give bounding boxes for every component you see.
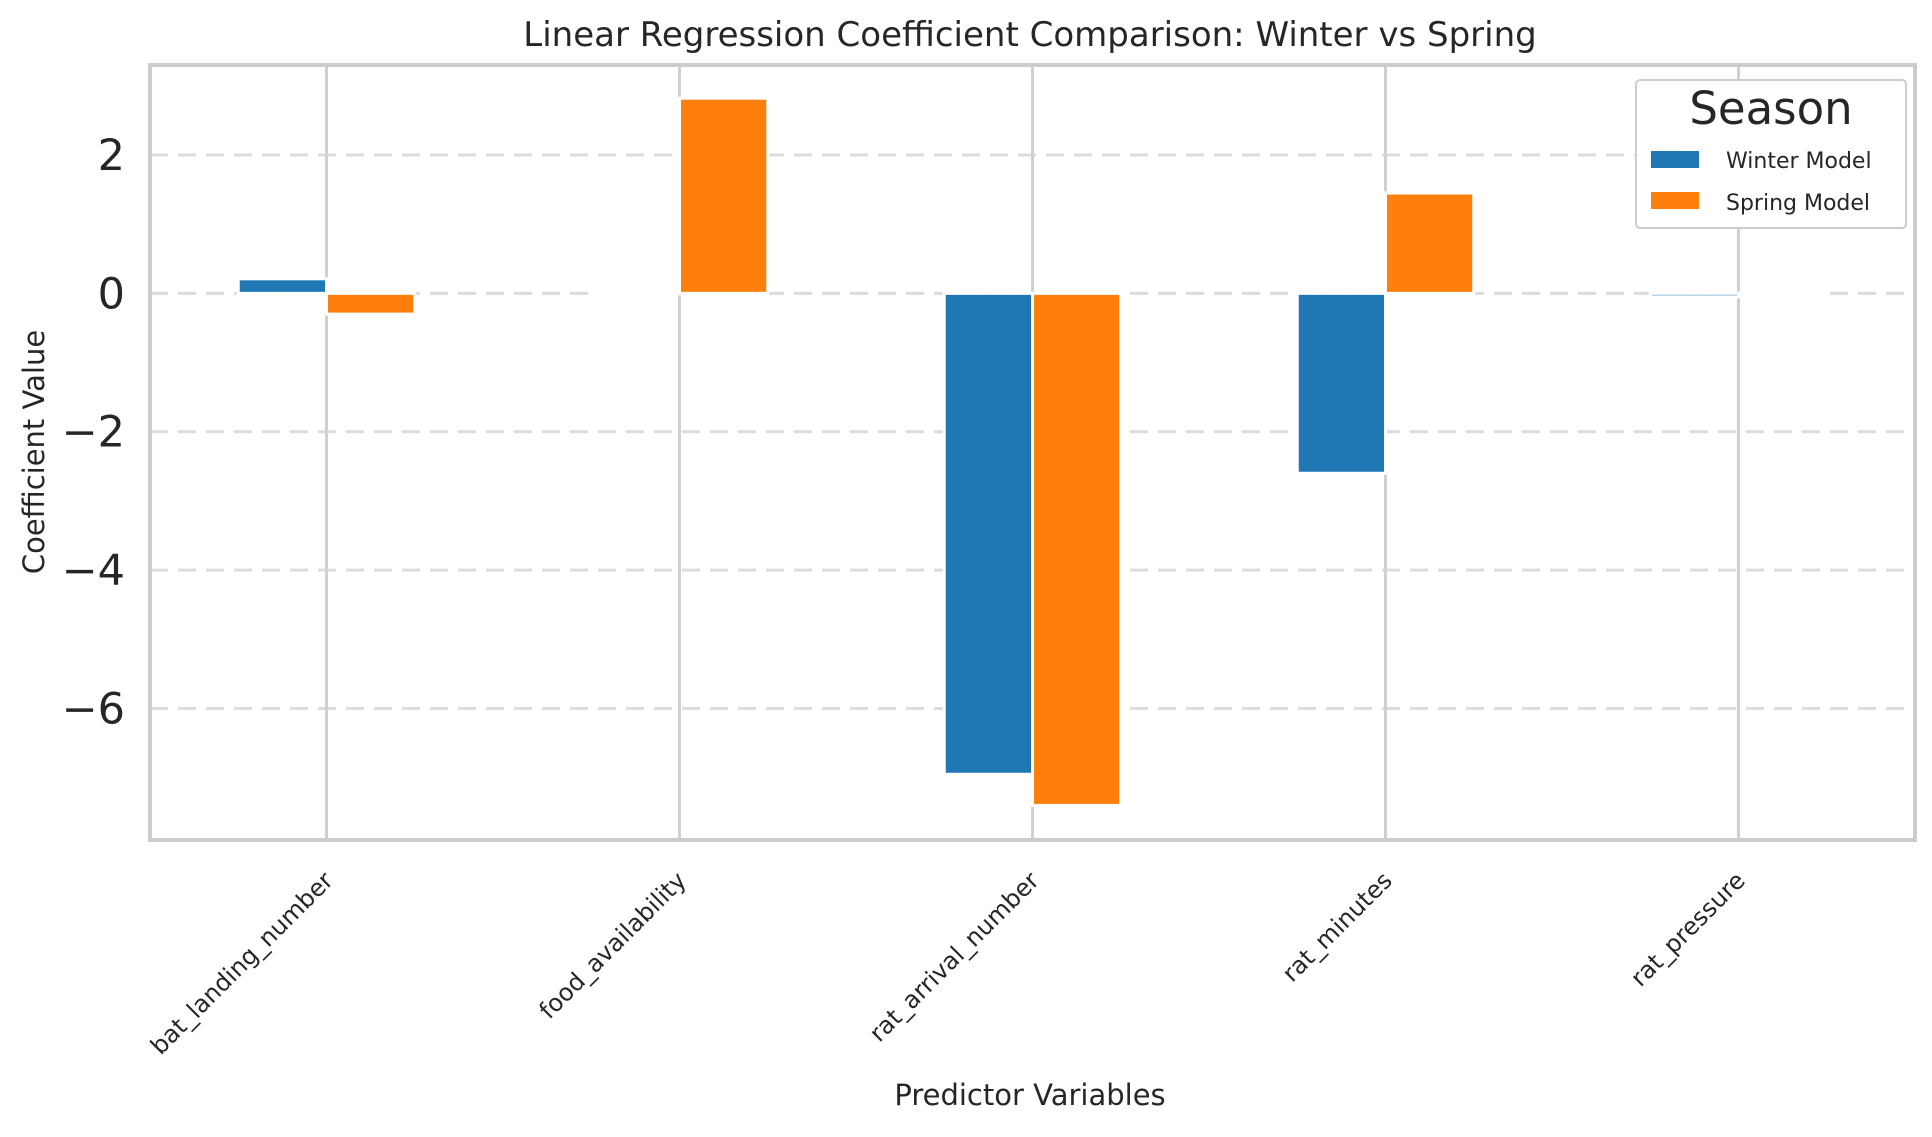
x-tick-label-rat_pressure: rat_pressure [1625, 866, 1751, 992]
y-tick-label: −2 [62, 408, 125, 458]
x-tick-label-rat_minutes: rat_minutes [1277, 866, 1398, 987]
bar-winter-bat_landing_number [236, 277, 328, 295]
legend-title: Season [1689, 82, 1852, 135]
bar-winter-rat_arrival_number [942, 291, 1034, 776]
bar-winter-food_availability [589, 291, 681, 296]
x-tick-label-bat_landing_number: bat_landing_number [145, 866, 339, 1060]
y-tick-label: 2 [98, 131, 125, 181]
bar-winter-rat_minutes [1295, 291, 1387, 475]
legend-label-spring: Spring Model [1726, 191, 1870, 216]
x-tick-label-food_availability: food_availability [534, 866, 692, 1024]
x-axis-label: Predictor Variables [894, 1078, 1165, 1112]
bar-winter-rat_pressure [1648, 291, 1740, 299]
bar-spring-rat_pressure [1737, 291, 1829, 296]
legend-box [1635, 79, 1907, 229]
bar-spring-rat_minutes [1384, 191, 1476, 295]
chart-title: Linear Regression Coefficient Comparison… [523, 15, 1536, 55]
legend: Season Winter Model Spring Model [1635, 79, 1907, 229]
x-tick-label-rat_arrival_number: rat_arrival_number [864, 866, 1045, 1047]
legend-swatch-spring [1651, 192, 1699, 209]
y-tick-labels: 2 0 −2 −4 −6 [62, 131, 125, 735]
legend-label-winter: Winter Model [1726, 149, 1872, 174]
bars [236, 96, 1829, 807]
plot-frame [148, 63, 1917, 842]
bar-spring-bat_landing_number [325, 291, 417, 316]
y-tick-label: −4 [62, 546, 125, 596]
legend-swatch-winter [1651, 151, 1699, 168]
bar-spring-food_availability [678, 96, 770, 295]
x-tick-labels: bat_landing_number food_availability rat_a… [145, 866, 1751, 1060]
y-axis-label: Coefficient Value [17, 330, 51, 574]
y-tick-label: −6 [62, 685, 125, 735]
y-tick-label: 0 [98, 269, 125, 319]
bar-spring-rat_arrival_number [1031, 291, 1123, 807]
